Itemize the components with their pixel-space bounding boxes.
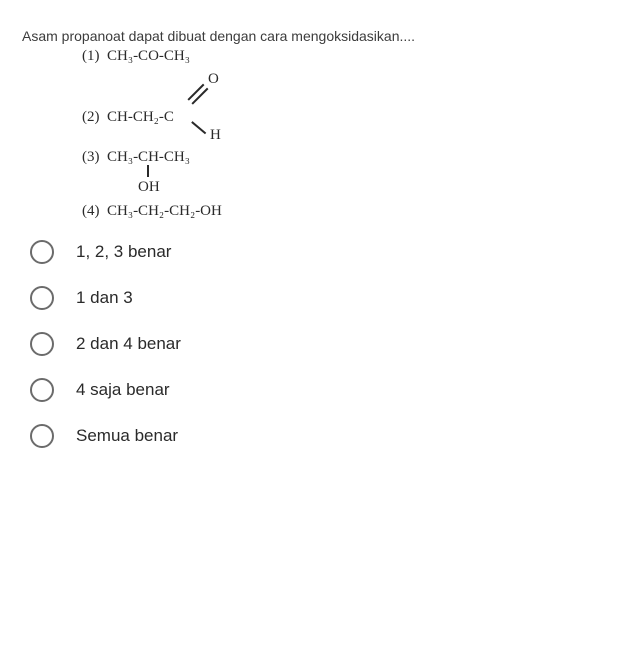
option-c-label: 2 dan 4 benar: [76, 334, 181, 354]
option-e[interactable]: Semua benar: [30, 424, 606, 448]
formula-2-base: CH-CH₂-C: [107, 109, 174, 125]
formula-2-o: O: [208, 69, 219, 90]
option-b-label: 1 dan 3: [76, 288, 133, 308]
option-b[interactable]: 1 dan 3: [30, 286, 606, 310]
formula-4-num: (4): [82, 203, 100, 219]
formula-1: (1) CH₃-CO-CH₃: [82, 46, 606, 67]
formula-3: (3) CH₃-CH-CH₃ OH: [82, 147, 606, 195]
formula-3-top: CH₃-CH-CH₃: [107, 149, 190, 165]
option-c[interactable]: 2 dan 4 benar: [30, 332, 606, 356]
formula-1-text: CH₃-CO-CH₃: [107, 48, 190, 64]
radio-icon: [30, 240, 54, 264]
formula-2-num: (2): [82, 109, 100, 125]
formula-3-oh: OH: [138, 177, 160, 198]
bond-line: [192, 121, 207, 134]
option-a-label: 1, 2, 3 benar: [76, 242, 171, 262]
bond-line: [191, 88, 208, 105]
option-a[interactable]: 1, 2, 3 benar: [30, 240, 606, 264]
option-e-label: Semua benar: [76, 426, 178, 446]
radio-icon: [30, 286, 54, 310]
option-d-label: 4 saja benar: [76, 380, 170, 400]
bond-line: [147, 165, 149, 177]
radio-icon: [30, 378, 54, 402]
radio-icon: [30, 424, 54, 448]
formula-2: (2) CH-CH₂-C O H: [82, 71, 606, 143]
radio-icon: [30, 332, 54, 356]
formula-3-num: (3): [82, 149, 100, 165]
options-group: 1, 2, 3 benar 1 dan 3 2 dan 4 benar 4 sa…: [22, 240, 606, 448]
formula-block: (1) CH₃-CO-CH₃ (2) CH-CH₂-C O H (3) CH₃-…: [22, 46, 606, 222]
formula-2-h: H: [210, 125, 221, 146]
formula-1-num: (1): [82, 48, 100, 64]
formula-4: (4) CH₃-CH₂-CH₂-OH: [82, 201, 606, 222]
question-text: Asam propanoat dapat dibuat dengan cara …: [22, 28, 606, 44]
formula-4-text: CH₃-CH₂-CH₂-OH: [107, 203, 222, 219]
option-d[interactable]: 4 saja benar: [30, 378, 606, 402]
